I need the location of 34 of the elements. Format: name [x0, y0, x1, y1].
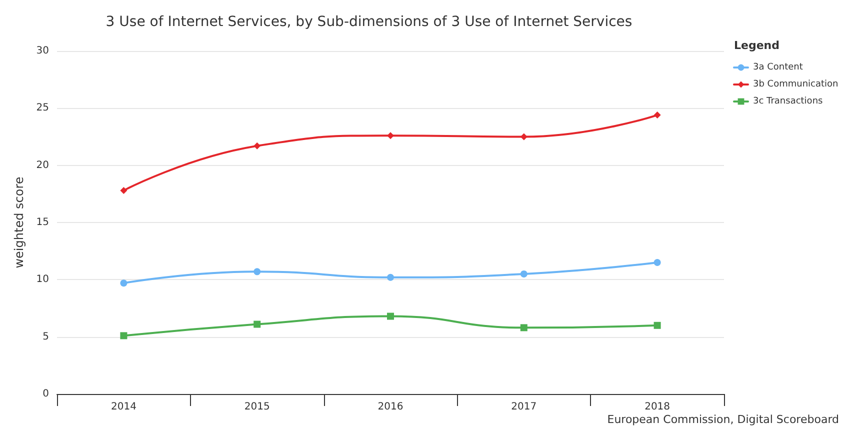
y-tick-label: 15	[36, 217, 49, 228]
point	[654, 112, 661, 119]
point	[120, 186, 128, 194]
point	[120, 332, 128, 340]
text: European Commission, Digital Scoreboard	[607, 413, 840, 426]
legend-label: 3a Content	[753, 62, 804, 72]
legend-label: 3c Transactions	[753, 96, 824, 106]
chart-title: 3 Use of Internet Services, by Sub-dimensions of 3 Use of Internet Services	[106, 14, 632, 30]
y-tick-label: 25	[36, 102, 49, 114]
point	[520, 133, 528, 140]
point	[387, 274, 394, 281]
point	[254, 268, 261, 276]
x-tick-label: 2015	[244, 402, 270, 412]
point	[654, 259, 661, 266]
y-tick-label: 20	[36, 160, 49, 171]
point	[387, 132, 394, 140]
y-tick-label: 10	[36, 274, 49, 286]
x-tick-label: 2016	[378, 402, 404, 412]
x-tick-label: 2014	[110, 402, 136, 412]
point	[254, 142, 261, 150]
point	[120, 280, 128, 287]
y-axis-title: weighted score	[12, 176, 26, 268]
y-tick-label: 30	[36, 46, 49, 56]
y-tick-label: 0	[42, 388, 49, 400]
point	[254, 320, 261, 328]
legend-label: 3b Communication	[753, 80, 838, 90]
x-tick-label: 2018	[644, 402, 670, 412]
point	[520, 324, 528, 332]
point	[520, 270, 528, 278]
point	[654, 322, 661, 329]
x-tick-label: 2017	[511, 402, 537, 412]
point	[387, 312, 394, 320]
y-tick-label: 5	[42, 331, 49, 342]
legend-title: Legend	[734, 39, 780, 52]
